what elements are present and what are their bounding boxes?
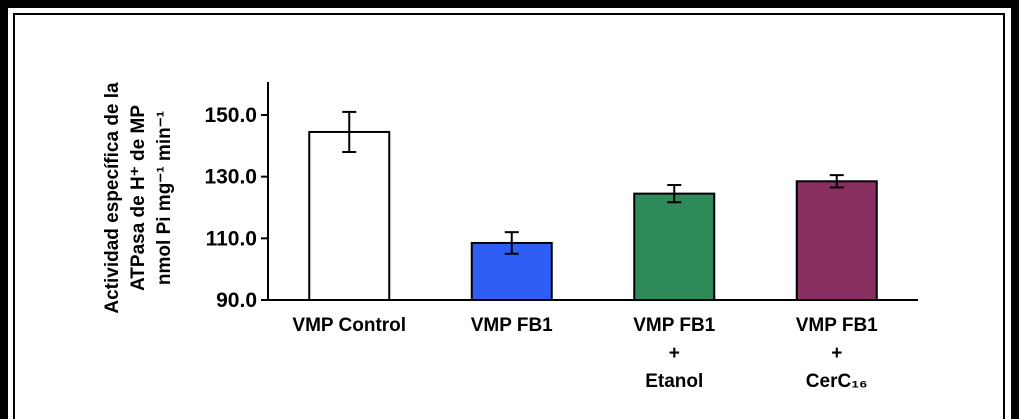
bars <box>308 130 878 302</box>
x-tick-label: VMP Control <box>292 315 406 336</box>
x-tick-label: + <box>669 343 680 364</box>
error-bar <box>342 110 357 153</box>
y-tick-label: 110.0 <box>206 227 257 250</box>
x-tick-label: Etanol <box>645 371 703 392</box>
chart-inner-border <box>13 13 1005 419</box>
x-axis-labels: VMP Control VMP FB1 VMP FB1 + Etanol VMP FB1 +… <box>292 315 878 392</box>
y-axis-title-line: ATPasa de H⁺ de MP <box>128 105 149 291</box>
error-bar <box>829 174 844 189</box>
x-tick-label: + <box>831 343 842 364</box>
x-tick-label: VMP FB1 <box>471 315 553 336</box>
bar <box>308 130 391 301</box>
bar <box>795 180 878 302</box>
y-axis-ticks: 90.0 110.0 130.0 150.0 <box>204 104 268 312</box>
x-tick-label: VMP FB1 <box>796 315 878 336</box>
y-tick-label: 90.0 <box>216 289 257 312</box>
y-axis-title: Actividad específica de la ATPasa de H⁺ d… <box>102 82 175 314</box>
y-axis-title-line: nmol Pi mg⁻¹ min⁻¹ <box>154 111 175 285</box>
x-tick-label: CerC₁₆ <box>806 371 868 392</box>
error-bar <box>504 231 519 255</box>
error-bar <box>667 183 682 204</box>
x-tick-label: VMP FB1 <box>633 315 715 336</box>
y-axis-title-line: Actividad específica de la <box>102 82 123 314</box>
error-bars <box>342 110 844 255</box>
y-tick-label: 130.0 <box>204 166 257 189</box>
y-tick-label: 150.0 <box>204 104 257 127</box>
bar <box>633 192 716 301</box>
